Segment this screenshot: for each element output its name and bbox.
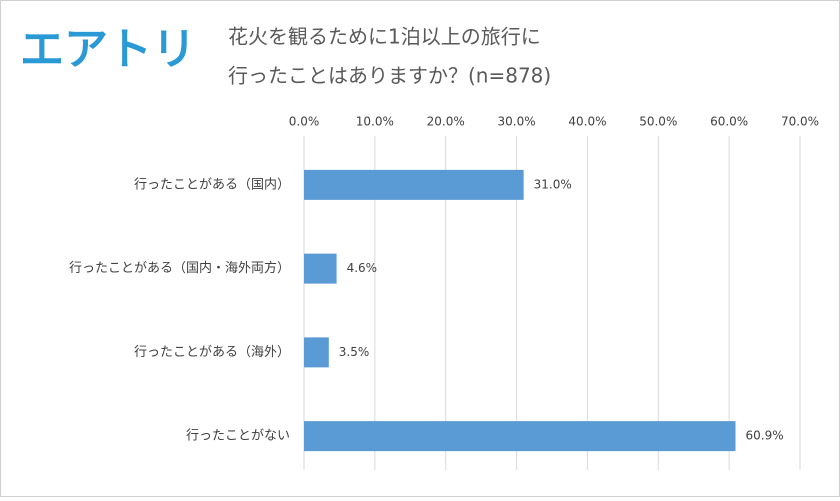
logo: エアトリ: [20, 24, 196, 75]
bar: [304, 253, 337, 284]
x-tick-label: 10.0%: [356, 115, 394, 129]
data-label: 3.5%: [339, 345, 370, 359]
x-tick-label: 20.0%: [427, 115, 465, 129]
bar: [304, 337, 329, 368]
data-label: 60.9%: [746, 429, 784, 443]
y-tick-label: 行ったことがある（国内）: [134, 176, 290, 192]
x-tick-label: 40.0%: [568, 115, 606, 129]
x-tick-label: 30.0%: [498, 115, 536, 129]
y-tick-label: 行ったことがある（国内・海外両方）: [69, 260, 290, 276]
y-tick-label: 行ったことがある（海外）: [134, 345, 290, 360]
chart-title: 花火を観るために1泊以上の旅行に: [228, 25, 541, 49]
bar: [304, 421, 736, 452]
x-tick-label: 50.0%: [639, 115, 677, 129]
data-label: 4.6%: [347, 261, 378, 275]
x-tick-label: 60.0%: [710, 115, 748, 129]
x-tick-label: 70.0%: [781, 115, 819, 129]
data-label: 31.0%: [534, 177, 572, 191]
y-tick-label: 行ったことがない: [186, 429, 290, 444]
bar: [304, 169, 524, 200]
x-tick-label: 0.0%: [289, 115, 320, 129]
chart-title: 行ったことはありますか？(n=878): [228, 64, 551, 88]
